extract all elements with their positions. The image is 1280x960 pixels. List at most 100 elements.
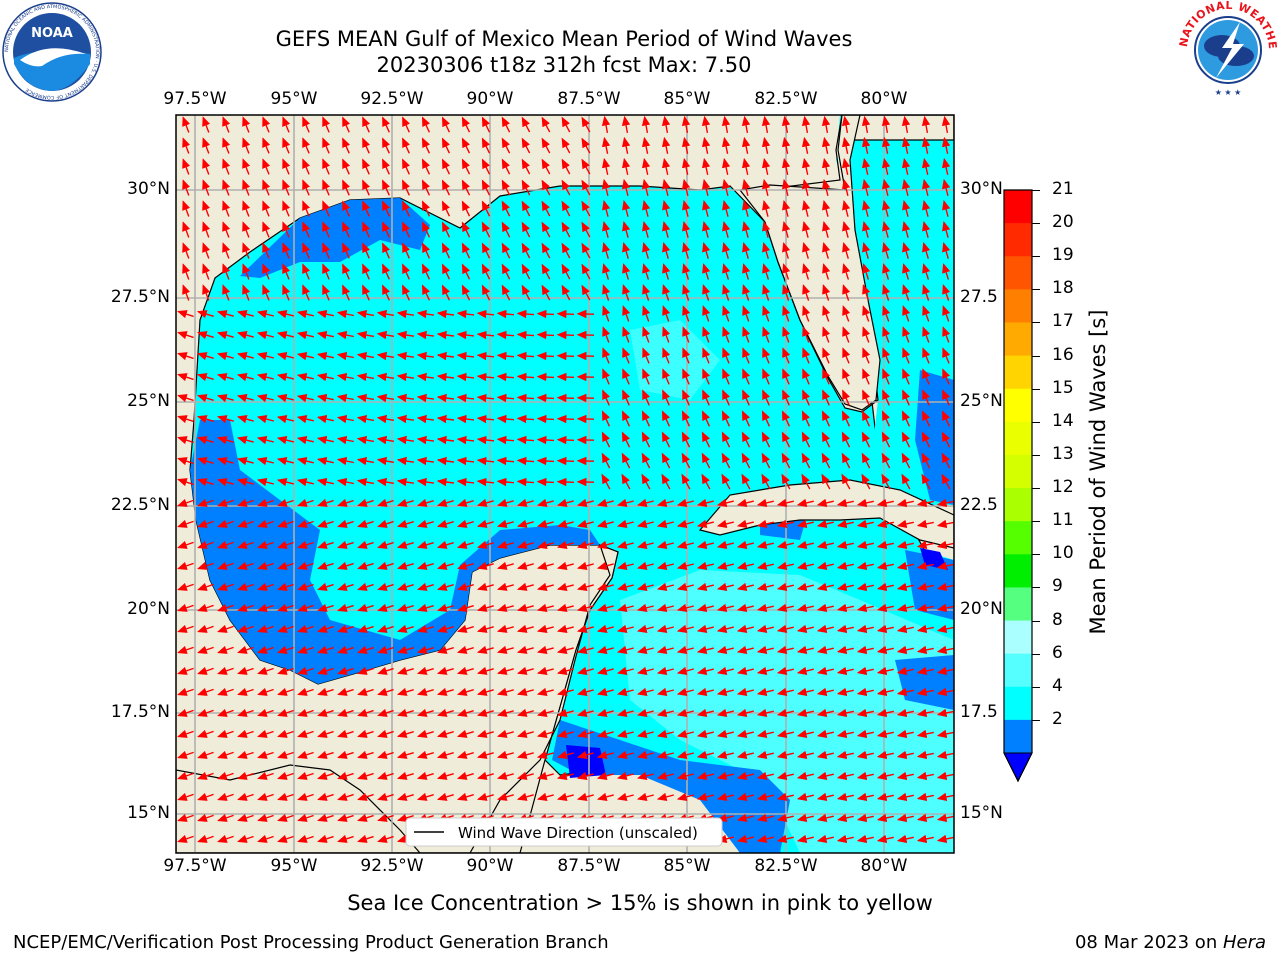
lat-left-label: 17.5°N (110, 702, 170, 722)
wave-arrow (356, 414, 375, 424)
wave-arrow (556, 414, 575, 424)
wave-arrow (876, 561, 894, 571)
wave-arrow (656, 603, 674, 612)
lon-bottom-label: 92.5°W (360, 856, 424, 876)
wave-arrow (336, 309, 354, 319)
wave-arrow (821, 136, 831, 154)
wave-arrow (882, 284, 891, 301)
colorbar-tick-mark (1032, 322, 1040, 324)
wave-arrow (481, 200, 491, 217)
wave-arrow (602, 347, 611, 364)
wave-arrow (802, 326, 811, 343)
wave-arrow (601, 115, 611, 134)
wave-arrow (616, 519, 634, 528)
wave-arrow (922, 326, 931, 343)
wave-arrow (661, 115, 671, 134)
wave-arrow (496, 624, 514, 633)
lat-left-label: 22.5°N (110, 495, 170, 515)
wave-arrow (296, 393, 314, 403)
wave-arrow (501, 263, 511, 280)
wave-arrow (376, 351, 395, 361)
wave-arrow (357, 582, 374, 591)
period-2-4-north-coast (240, 198, 430, 278)
wave-arrow (816, 561, 834, 571)
wave-arrow (641, 431, 651, 448)
wave-arrow (521, 242, 531, 259)
wave-arrow (257, 561, 274, 570)
wave-arrow (237, 540, 254, 549)
nws-logo: NATIONAL WEATHER SERVICE ★ ★ ★ (1173, 0, 1279, 100)
wave-arrow (776, 540, 794, 550)
colorbar-tick-mark (1032, 488, 1040, 490)
wave-arrow (801, 136, 811, 154)
wave-arrow (177, 352, 194, 361)
wave-arrow (741, 431, 751, 448)
wave-arrow (916, 540, 934, 550)
wave-arrow (822, 178, 831, 196)
wave-arrow (436, 477, 454, 487)
lon-top-label: 90°W (466, 89, 514, 109)
wave-arrow (282, 116, 291, 133)
wave-arrow (182, 116, 191, 133)
wave-arrow (761, 431, 771, 448)
wave-arrow (616, 624, 634, 633)
wave-arrow (296, 414, 314, 424)
wave-arrow (642, 305, 651, 322)
wave-arrow (177, 498, 194, 507)
wave-arrow (916, 498, 934, 508)
wave-arrow (621, 157, 631, 175)
wave-arrow (262, 137, 271, 154)
wave-arrow (276, 352, 294, 361)
colorbar-segment (1004, 653, 1032, 688)
wave-arrow (882, 389, 891, 406)
wave-arrow (461, 116, 471, 133)
lat-right-label: 25°N (960, 391, 1003, 411)
wave-arrow (856, 540, 874, 550)
wave-arrow (842, 347, 851, 364)
wave-arrow (302, 284, 311, 301)
wave-arrow (901, 136, 911, 154)
wave-arrow (436, 603, 454, 612)
wave-arrow (881, 115, 891, 134)
lon-top-label: 97.5°W (163, 89, 227, 109)
wave-arrow (481, 137, 491, 154)
wave-arrow (941, 431, 951, 448)
wave-arrow (756, 603, 774, 613)
wave-arrow (776, 498, 794, 508)
wave-arrow (336, 372, 354, 382)
wave-arrow (216, 415, 234, 424)
wave-arrow (177, 624, 194, 633)
wave-arrow (196, 310, 214, 319)
wave-arrow (342, 137, 351, 154)
wave-arrow (736, 561, 754, 570)
wave-arrow (556, 519, 574, 528)
wave-arrow (576, 540, 594, 549)
wave-arrow (942, 326, 951, 343)
lat-right-label: 15°N (960, 803, 1003, 823)
wave-arrow (836, 498, 854, 508)
wave-arrow (202, 116, 211, 133)
wave-arrow (902, 284, 911, 301)
wave-arrow (942, 389, 951, 406)
wave-arrow (322, 221, 331, 238)
wave-arrow (876, 540, 894, 550)
wave-arrow (916, 582, 934, 592)
wave-arrow (202, 242, 211, 259)
wave-arrow (662, 368, 671, 385)
wave-arrow (656, 498, 674, 507)
wave-arrow (456, 393, 475, 403)
wave-arrow (561, 242, 571, 259)
colorbar-tick-mark (1032, 421, 1040, 423)
wave-arrow (636, 498, 654, 507)
wave-arrow (416, 603, 434, 612)
wave-arrow (881, 157, 891, 175)
wave-arrow (382, 284, 390, 301)
wave-arrow (702, 389, 711, 406)
wave-arrow (302, 263, 311, 280)
wave-arrow (257, 582, 274, 591)
wave-arrow (556, 330, 575, 340)
wave-arrow (776, 624, 794, 634)
wave-arrow (901, 157, 911, 175)
wave-arrow (841, 452, 851, 469)
wave-arrow (277, 603, 294, 612)
